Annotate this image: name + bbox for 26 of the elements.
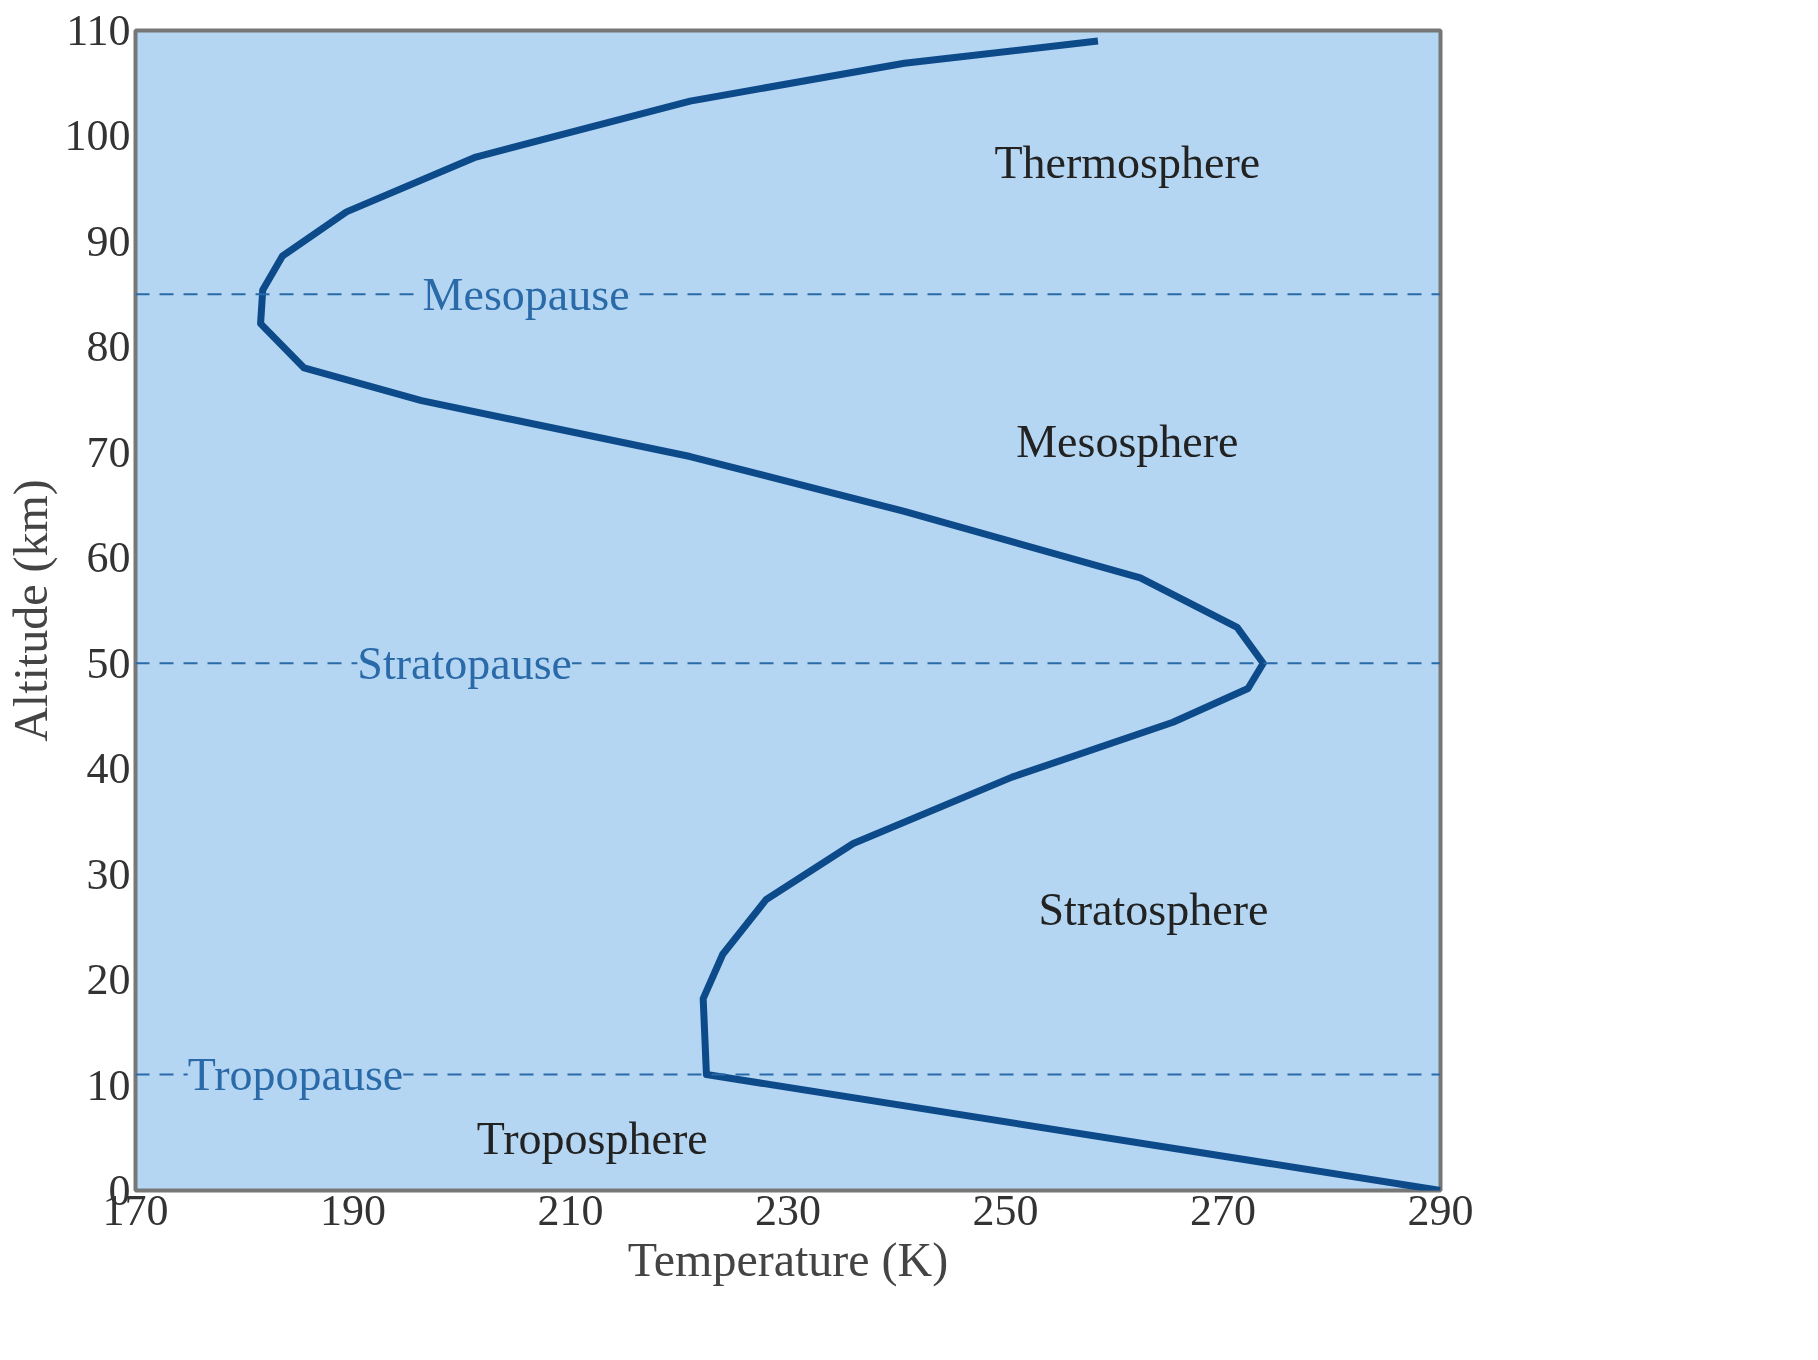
y-tick-label: 50 bbox=[86, 638, 131, 688]
x-tick-label: 270 bbox=[1190, 1185, 1256, 1235]
y-tick-label: 20 bbox=[86, 955, 131, 1005]
x-axis-title: Temperature (K) bbox=[627, 1232, 949, 1287]
y-tick-label: 80 bbox=[86, 322, 131, 372]
x-tick-label: 190 bbox=[320, 1185, 386, 1235]
x-tick-label: 250 bbox=[972, 1185, 1039, 1235]
y-tick-label: 60 bbox=[86, 533, 131, 583]
x-tick-label: 230 bbox=[755, 1185, 821, 1235]
x-tick-label: 290 bbox=[1407, 1185, 1474, 1235]
y-tick-label: 10 bbox=[86, 1060, 131, 1110]
ref-line-label: Mesopause bbox=[422, 268, 630, 320]
annotation: Stratosphere bbox=[1038, 884, 1269, 936]
annotation: Troposphere bbox=[476, 1112, 708, 1164]
y-tick-label: 90 bbox=[86, 216, 131, 266]
ref-line-label: Stratopause bbox=[357, 637, 572, 689]
y-axis-title: Altitude (km) bbox=[3, 479, 58, 742]
ref-line-label: Tropopause bbox=[187, 1049, 404, 1100]
annotation: Mesosphere bbox=[1016, 416, 1239, 468]
y-tick-label: 30 bbox=[86, 849, 131, 899]
x-tick-label: 210 bbox=[537, 1185, 604, 1235]
y-tick-label: 100 bbox=[64, 111, 131, 161]
y-tick-label: 70 bbox=[86, 427, 131, 477]
y-tick-label: 110 bbox=[66, 6, 131, 55]
annotation: Thermosphere bbox=[994, 136, 1261, 188]
y-tick-label: 40 bbox=[86, 744, 131, 794]
